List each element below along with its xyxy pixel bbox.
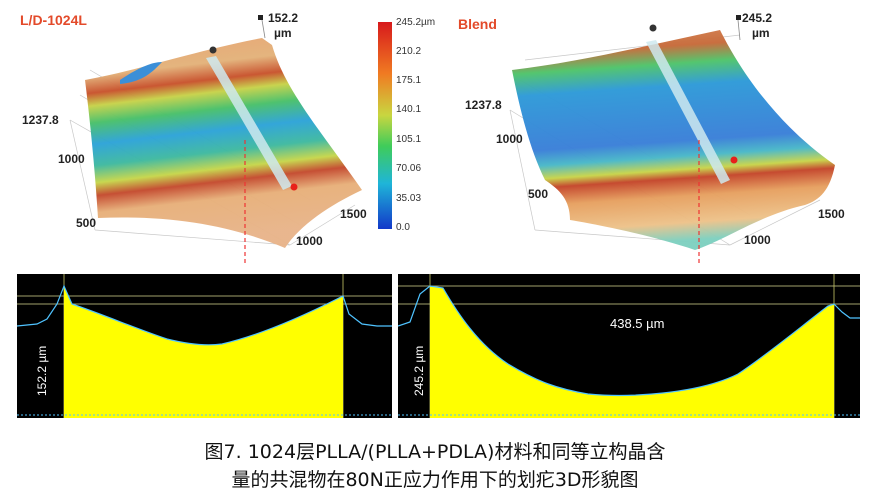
colorbar-gradient — [378, 22, 392, 229]
left-depth-label: 283.6 µm — [175, 309, 230, 324]
colorbar-tick-5: 70.06 — [396, 163, 422, 174]
left-axis-1000: 1000 — [58, 152, 85, 166]
right-axis-1000b: 1000 — [744, 233, 771, 247]
left-axis-y-top: 1237.8 — [22, 113, 59, 127]
right-height-label: 245.2 µm — [412, 345, 426, 396]
right-surface-plot — [509, 15, 835, 265]
right-profile-plot — [398, 274, 860, 418]
right-axis-500: 500 — [528, 187, 549, 201]
right-profile-panel: 438.5 µm 245.2 µm — [398, 274, 860, 418]
left-surface-plot — [69, 15, 362, 265]
left-profile-panel: 283.6 µm 152.2 µm — [17, 274, 392, 418]
right-sample-label: Blend — [458, 16, 497, 32]
colorbar-tick-3: 140.1 — [396, 104, 422, 115]
left-profile-plot — [17, 274, 392, 418]
right-depth-label: 438.5 µm — [610, 316, 665, 331]
colorbar-tick-0: 245.2µm — [396, 17, 436, 28]
left-axis-1000b: 1000 — [296, 234, 323, 248]
left-peak-unit: µm — [274, 26, 292, 40]
left-height-label: 152.2 µm — [35, 345, 49, 396]
left-axis-500: 500 — [76, 216, 97, 230]
figure-caption-line2: 量的共混物在80N正应力作用下的划疕3D形貌图 — [231, 469, 639, 491]
right-axis-y-top: 1237.8 — [465, 98, 502, 112]
left-peak-value: 152.2 — [268, 11, 299, 25]
colorbar-tick-4: 105.1 — [396, 134, 422, 145]
right-axis-1000: 1000 — [496, 132, 523, 146]
colorbar-tick-1: 210.2 — [396, 46, 422, 57]
colorbar-tick-7: 0.0 — [396, 222, 410, 233]
right-peak-value: 245.2 — [742, 11, 773, 25]
colorbar-tick-2: 175.1 — [396, 75, 422, 86]
right-axis-1500: 1500 — [818, 207, 845, 221]
figure-caption-line1: 图7. 1024层PLLA/(PLLA+PDLA)材料和同等立构晶含 — [204, 441, 666, 463]
left-axis-1500: 1500 — [340, 207, 367, 221]
colorbar-tick-6: 35.03 — [396, 193, 422, 204]
left-sample-label: L/D-1024L — [20, 12, 87, 28]
right-peak-unit: µm — [752, 26, 770, 40]
